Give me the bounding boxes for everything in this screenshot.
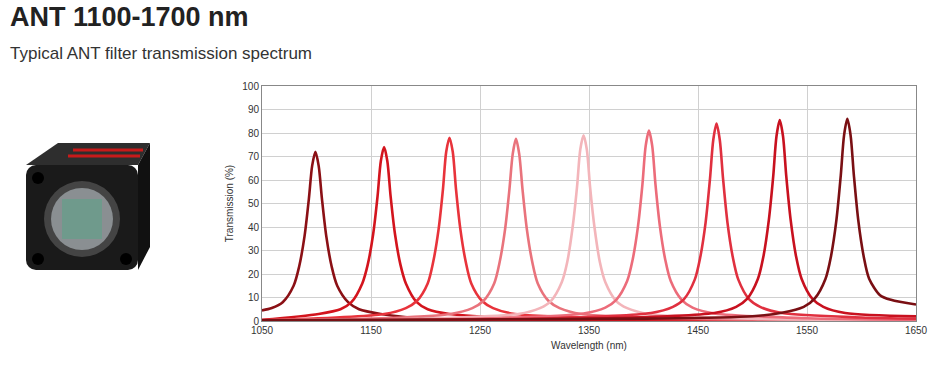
svg-text:70: 70 [248, 151, 260, 162]
svg-text:1250: 1250 [469, 325, 492, 336]
svg-text:90: 90 [248, 104, 260, 115]
svg-text:1150: 1150 [360, 325, 382, 336]
svg-text:0: 0 [253, 316, 259, 327]
html-text:ANT 1100-1700 nm: ANT 1100-1700 nm [10, 2, 249, 32]
svg-text:10: 10 [248, 292, 260, 303]
svg-text:50: 50 [248, 198, 260, 209]
svg-text:30: 30 [248, 245, 260, 256]
svg-text:1450: 1450 [687, 325, 710, 336]
svg-text:Transmission (%): Transmission (%) [224, 165, 235, 242]
svg-text:80: 80 [248, 128, 260, 139]
svg-text:100: 100 [242, 81, 259, 92]
html-text:Typical ANT filter transmissio: Typical ANT filter transmission spectrum [10, 44, 312, 63]
svg-text:1650: 1650 [905, 325, 928, 336]
svg-text:60: 60 [248, 175, 260, 186]
svg-text:40: 40 [248, 222, 260, 233]
svg-text:1350: 1350 [578, 325, 601, 336]
svg-text:1550: 1550 [796, 325, 819, 336]
svg-text:Wavelength (nm): Wavelength (nm) [551, 340, 627, 351]
svg-text:20: 20 [248, 269, 260, 280]
svg-text:1050: 1050 [251, 325, 274, 336]
